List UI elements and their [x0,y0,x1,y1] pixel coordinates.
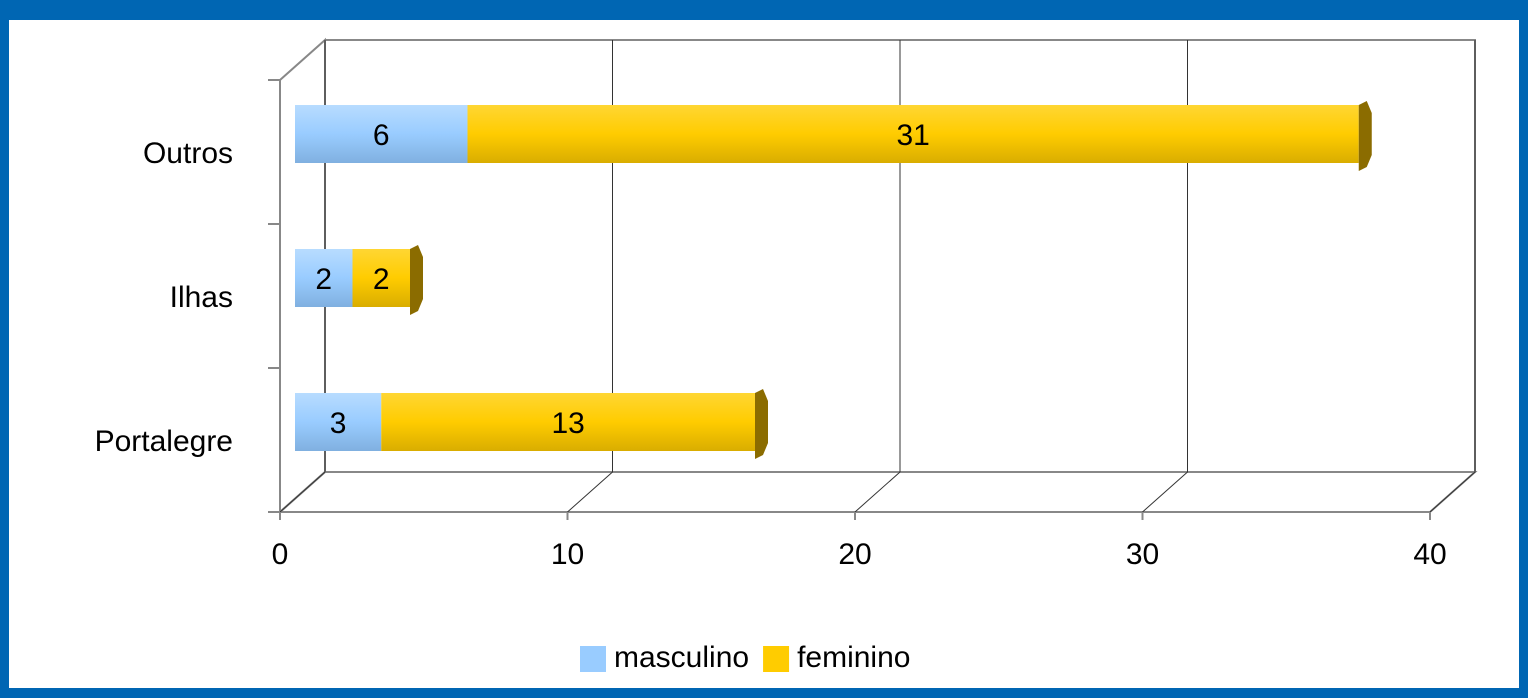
x-tick-label: 40 [1413,538,1446,571]
legend-swatch [763,646,790,672]
y-tick-label: Outros [143,137,233,170]
grid-line [567,471,613,513]
data-label: 3 [330,407,347,440]
grid-line [279,471,326,513]
data-label: 6 [373,119,390,152]
bar [381,393,755,451]
x-tick-label: 30 [1126,538,1159,571]
bar-cap [755,389,768,459]
y-tick-label: Ilhas [170,281,233,314]
bar [295,105,468,163]
x-tick-label: 0 [272,538,289,571]
x-tick-label: 20 [838,538,871,571]
bar-cap [410,245,423,315]
x-tick-label: 10 [551,538,584,571]
data-label: 13 [551,407,584,440]
bar [352,249,410,307]
legend-label: masculino [614,641,749,674]
bar [467,105,1359,163]
bar [295,393,382,451]
legend-label: feminino [797,641,910,674]
data-label: 2 [315,263,332,296]
grid-line [1142,471,1188,513]
data-label: 31 [896,119,929,152]
legend-swatch [580,646,606,672]
grid-line [854,471,901,513]
bar-cap [1358,101,1372,171]
grid-line [1429,471,1476,513]
y-tick-label: Portalegre [95,425,233,458]
data-label: 2 [373,263,390,296]
bar [295,249,353,307]
